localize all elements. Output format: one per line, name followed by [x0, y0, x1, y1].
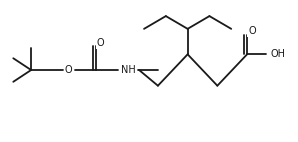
Text: OH: OH [270, 49, 285, 59]
Text: O: O [248, 26, 256, 36]
Text: O: O [97, 38, 104, 48]
Text: NH: NH [121, 65, 136, 75]
Text: O: O [65, 65, 73, 75]
